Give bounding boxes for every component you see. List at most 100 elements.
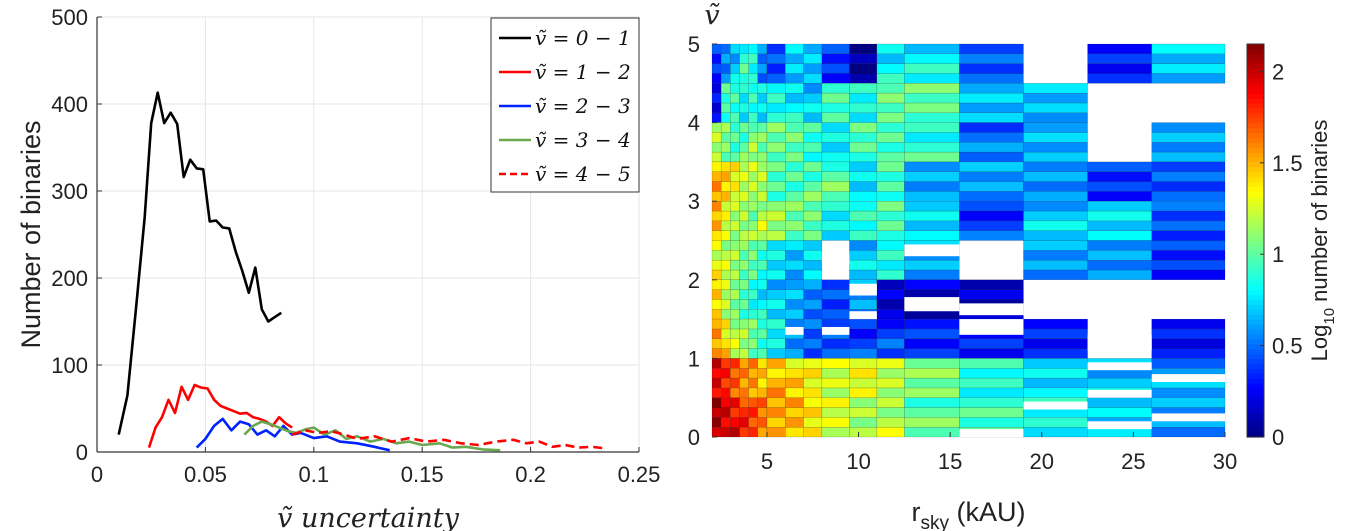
- heatmap-cell: [730, 279, 740, 290]
- heatmap-cell: [821, 132, 850, 143]
- heatmap-cell: [904, 53, 960, 64]
- heatmap-cell: [1023, 220, 1088, 231]
- heatmap-cell: [959, 338, 1024, 349]
- heatmap-cell: [821, 83, 850, 94]
- heatmap-cell: [739, 122, 749, 133]
- heatmap-cell: [803, 122, 823, 133]
- heatmap-cell: [720, 92, 731, 104]
- colorbar-segment: [1247, 279, 1264, 286]
- heatmap-cell: [766, 73, 786, 84]
- heatmap-cell: [748, 210, 759, 222]
- colorbar-tick-label: 2: [1272, 59, 1284, 84]
- heatmap-cell: [821, 358, 850, 369]
- heatmap-cell: [711, 220, 722, 231]
- heatmap-cell: [785, 368, 804, 379]
- heatmap-cell: [1151, 338, 1226, 349]
- heatmap-cell: [785, 92, 804, 104]
- heatmap-cell: [766, 368, 786, 379]
- heatmap-cell: [785, 309, 804, 320]
- heatmap-cell: [785, 151, 804, 163]
- heatmap-cell: [720, 358, 731, 369]
- heatmap-cell: [849, 132, 878, 143]
- heatmap-cell: [1023, 92, 1088, 104]
- heatmap-cell: [720, 348, 731, 359]
- heatmap-cell: [730, 92, 740, 104]
- heatmap-cell: [757, 309, 768, 320]
- heatmap-cell: [803, 63, 823, 74]
- heatmap-cell: [720, 426, 731, 438]
- heatmap-cell: [1023, 230, 1088, 241]
- empty-cell: [1087, 334, 1152, 351]
- heatmap-cell: [748, 171, 759, 182]
- heatmap-cell: [739, 397, 749, 408]
- heatmap-cell: [1151, 387, 1226, 398]
- heatmap-cell: [720, 250, 731, 261]
- heatmap-cell: [904, 73, 960, 84]
- heatmap-cell: [959, 53, 1024, 64]
- heatmap-cell: [730, 53, 740, 64]
- colorbar-segment: [1247, 107, 1264, 114]
- heatmap-cell: [904, 112, 960, 123]
- heatmap-cell: [959, 83, 1024, 94]
- heatmap-cell: [904, 358, 960, 369]
- heatmap-cell: [849, 171, 878, 182]
- heatmap-cell: [730, 73, 740, 84]
- heatmap-cell: [739, 73, 749, 84]
- heatmap-cell: [803, 230, 823, 241]
- empty-cell: [904, 244, 960, 257]
- heatmap-cell: [904, 377, 960, 389]
- heatmap-cell: [904, 161, 960, 172]
- heatmap-cell: [959, 220, 1024, 231]
- heatmap-cell: [748, 43, 759, 55]
- heatmap-cell: [821, 122, 850, 133]
- heatmap-cell: [904, 210, 960, 222]
- heatmap-cell: [730, 43, 740, 55]
- heatmap-cell: [959, 161, 1024, 172]
- heatmap-cell: [803, 269, 823, 281]
- heatmap-cell: [1087, 269, 1152, 281]
- heatmap-cell: [876, 426, 905, 438]
- heatmap-cell: [720, 161, 731, 172]
- heatmap-cell: [821, 377, 850, 389]
- heatmap-cell: [1023, 250, 1088, 261]
- heatmap-cell: [876, 151, 905, 163]
- heatmap-cell: [1023, 151, 1088, 163]
- heatmap-cell: [904, 259, 960, 271]
- heatmap-cell: [748, 102, 759, 113]
- heatmap-cell: [757, 142, 768, 153]
- heatmap-cell: [748, 338, 759, 349]
- colorbar-segment: [1247, 338, 1264, 345]
- heatmap-cell: [730, 200, 740, 212]
- heatmap-cell: [876, 250, 905, 261]
- colorbar-segment: [1247, 117, 1264, 124]
- heatmap-cell: [876, 299, 905, 310]
- heatmap-cell: [849, 142, 878, 153]
- heatmap-cell: [803, 279, 823, 290]
- heatmap-cell: [803, 417, 823, 428]
- x-tick-label: 0.05: [184, 462, 227, 487]
- heatmap-cell: [959, 417, 1024, 428]
- heatmap-cell: [748, 426, 759, 438]
- x-axis-label: ṽ uncertainty: [277, 503, 459, 531]
- heatmap-cell: [1087, 397, 1152, 408]
- heatmap-cell: [739, 348, 749, 359]
- heatmap-cell: [720, 83, 731, 94]
- heatmap-cell: [739, 171, 749, 182]
- heatmap-cell: [720, 43, 731, 55]
- heatmap-cell: [739, 151, 749, 163]
- y-tick-label: 5: [688, 32, 700, 57]
- heatmap-cell: [720, 63, 731, 74]
- heatmap-cell: [821, 171, 850, 182]
- heatmap-cell: [711, 210, 722, 222]
- heatmap-cell: [720, 200, 731, 212]
- heatmap-cell: [876, 53, 905, 64]
- heatmap-cell: [876, 328, 905, 339]
- colorbar-segment: [1247, 161, 1264, 168]
- heatmap-cell: [876, 112, 905, 123]
- colorbar-segment: [1247, 265, 1264, 271]
- colorbar-segment: [1247, 363, 1264, 369]
- heatmap-cell: [757, 43, 768, 55]
- heatmap-cell: [803, 161, 823, 172]
- heatmap-cell: [821, 279, 850, 290]
- heatmap-cell: [711, 83, 722, 94]
